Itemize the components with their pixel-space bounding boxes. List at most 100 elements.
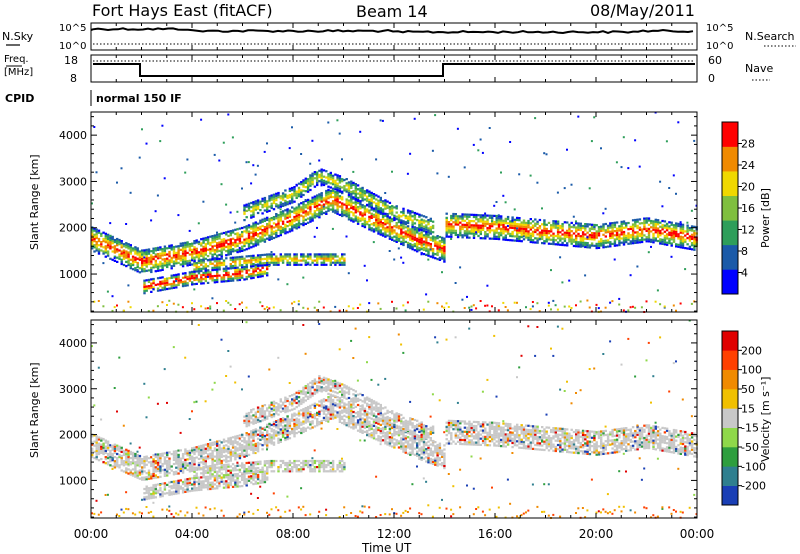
echo-cell: [418, 221, 421, 225]
echo-cell: [627, 234, 630, 237]
echo-cell: [225, 280, 228, 283]
echo-cell: [159, 276, 162, 279]
echo-cell: [693, 232, 696, 235]
echo-cell: [429, 226, 432, 229]
echo-cell: [595, 303, 598, 306]
echo-cell: [243, 259, 246, 262]
echo-cell: [161, 454, 164, 457]
echo-cell: [588, 227, 592, 230]
echo-cell: [256, 462, 260, 466]
echo-cell: [236, 232, 239, 235]
echo-cell: [222, 276, 226, 279]
echo-cell: [211, 452, 214, 455]
echo-cell: [343, 211, 346, 215]
echo-cell: [91, 202, 93, 205]
echo-cell: [191, 463, 194, 466]
echo-cell: [252, 207, 255, 210]
echo-cell: [661, 228, 664, 231]
echo-cell: [222, 486, 226, 489]
echo-cell: [250, 277, 253, 280]
echo-cell: [313, 205, 317, 209]
freq-panel: Freq. [MHz] 18 8 60 0 Nave: [4, 54, 773, 85]
echo-cell: [225, 444, 228, 447]
echo-cell: [350, 182, 353, 185]
echo-cell: [531, 239, 535, 242]
echo-cell: [577, 222, 580, 225]
echo-cell: [304, 210, 307, 213]
echo-cell: [175, 492, 178, 495]
echo-cell: [511, 224, 514, 227]
echo-cell: [338, 175, 342, 178]
echo-cell: [202, 241, 205, 244]
echo-cell: [100, 511, 103, 514]
echo-cell: [191, 465, 194, 468]
echo-cell: [211, 297, 214, 300]
echo-cell: [670, 232, 673, 235]
echo-cell: [479, 214, 482, 217]
echo-cell: [575, 243, 578, 246]
echo-cell: [268, 264, 271, 267]
echo-cell: [231, 241, 235, 245]
echo-cell: [377, 213, 380, 216]
echo-cell: [122, 249, 126, 252]
echo-cell: [634, 139, 637, 142]
echo-cell: [291, 223, 294, 226]
echo-cell: [234, 232, 237, 236]
echo-cell: [191, 457, 194, 460]
echo-cell: [352, 218, 355, 221]
echo-cell: [156, 469, 160, 473]
echo-cell: [690, 302, 693, 305]
echo-cell: [147, 487, 151, 490]
echo-cell: [234, 243, 237, 246]
echo-cell: [518, 217, 521, 220]
echo-cell: [234, 467, 237, 470]
echo-cell: [468, 224, 471, 227]
echo-cell: [245, 480, 248, 483]
echo-cell: [388, 210, 392, 213]
echo-cell: [95, 441, 98, 444]
echo-cell: [656, 231, 660, 234]
echo-cell: [284, 225, 287, 229]
echo-cell: [163, 458, 167, 461]
echo-cell: [311, 217, 314, 220]
echo-cell: [388, 205, 392, 209]
echo-cell: [302, 276, 305, 279]
nsky-label: N.Sky: [2, 30, 34, 43]
echo-cell: [593, 228, 596, 231]
echo-cell: [488, 222, 492, 226]
echo-cell: [293, 220, 296, 223]
echo-cell: [252, 474, 255, 477]
echo-cell: [347, 195, 351, 198]
echo-cell: [522, 229, 526, 233]
echo-cell: [516, 216, 519, 219]
echo-cell: [588, 244, 592, 247]
echo-cell: [295, 261, 298, 264]
echo-cell: [516, 239, 519, 242]
echo-cell: [411, 219, 414, 222]
echo-cell: [481, 224, 485, 227]
echo-cell: [181, 491, 185, 494]
echo-cell: [220, 249, 223, 252]
echo-cell: [541, 235, 544, 238]
nsky-panel: N.Sky 10^5 10^0 10^5 10^0 N.Search: [2, 22, 796, 52]
echo-cell: [209, 477, 212, 480]
echo-cell: [231, 454, 235, 457]
echo-cell: [470, 232, 473, 235]
echo-cell: [425, 247, 428, 250]
echo-cell: [134, 471, 137, 474]
echo-cell: [209, 456, 212, 459]
echo-cell: [279, 197, 282, 200]
echo-cell: [129, 250, 132, 253]
echo-cell: [247, 259, 251, 262]
echo-cell: [336, 188, 339, 192]
echo-cell: [306, 180, 310, 183]
echo-cell: [241, 433, 244, 436]
echo-cell: [536, 229, 539, 232]
echo-cell: [95, 245, 98, 248]
echo-cell: [172, 276, 176, 279]
echo-cell: [234, 260, 237, 263]
echo-cell: [204, 245, 207, 248]
echo-cell: [288, 187, 292, 190]
echo-cell: [425, 249, 428, 252]
echo-cell: [468, 232, 471, 235]
